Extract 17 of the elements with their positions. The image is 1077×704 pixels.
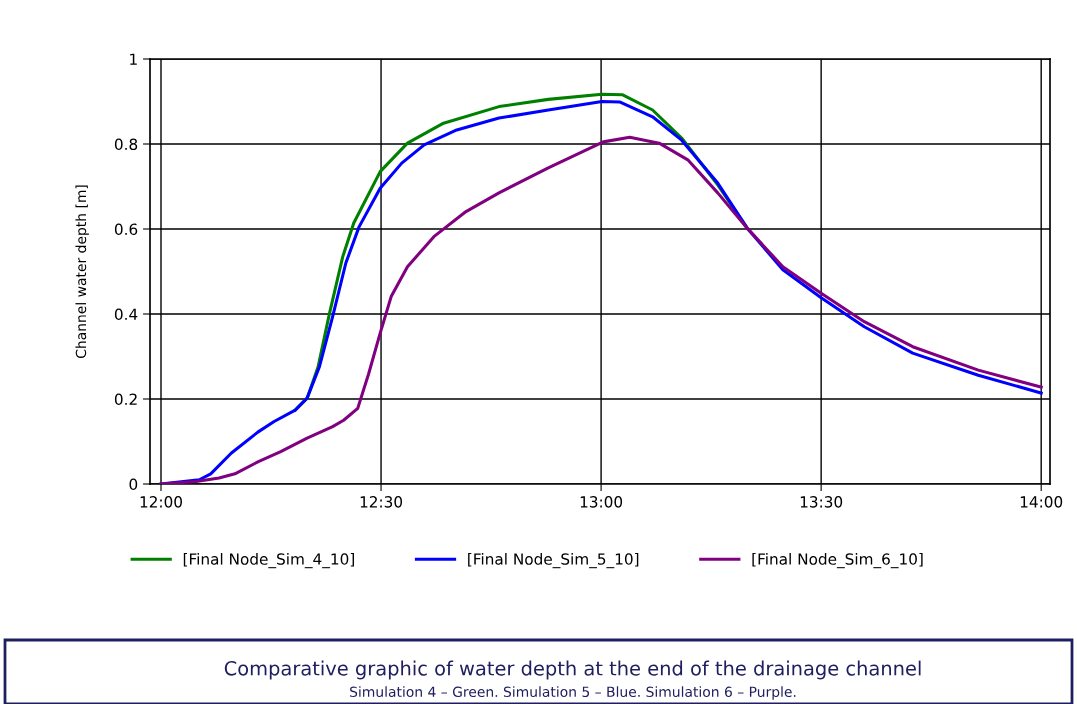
x-tick-label: 13:00 — [580, 496, 623, 508]
y-tick-label: 0.4 — [114, 308, 138, 321]
legend-label: [Final Node_Sim_4_10] — [183, 553, 354, 569]
text: Simulation 4 – Green. Simulation 5 – Blue. Simulation 6 – Purple. — [350, 686, 796, 700]
y-tick-label: 0.8 — [114, 138, 138, 151]
y-tick-label: 1 — [130, 53, 137, 65]
y-tick-label: 0.2 — [114, 393, 137, 406]
y-tick-label: 0 — [129, 478, 138, 491]
x-tick-label: 12:00 — [140, 496, 182, 508]
x-tick-label: 13:30 — [800, 496, 843, 508]
x-tick-label: 14:00 — [1020, 496, 1063, 508]
legend-label: [Final Node_Sim_6_10] — [752, 553, 923, 569]
text: Comparative graphic of water depth at the end of the drainage channel — [224, 660, 921, 680]
y-axis-title: Channel water depth [m] — [75, 185, 89, 359]
legend-label: [Final Node_Sim_5_10] — [468, 553, 639, 569]
y-tick-label: 0.6 — [114, 223, 138, 236]
x-tick-label: 12:30 — [360, 496, 403, 508]
